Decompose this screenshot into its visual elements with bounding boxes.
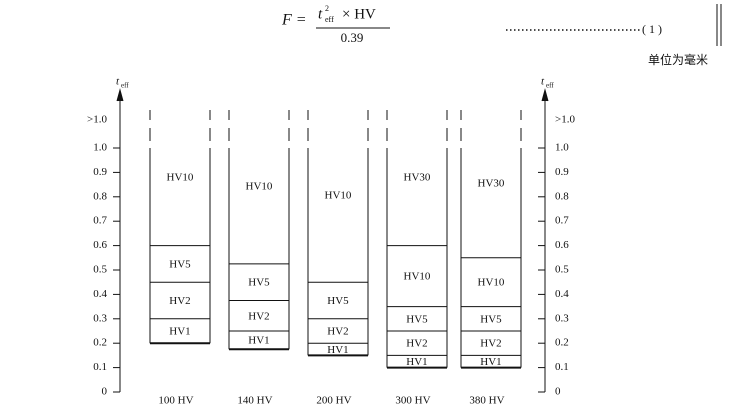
tick-label: 1.0 — [93, 142, 107, 154]
formula: F = t 2 eff × HV 0.39 ( 1 ) — [281, 4, 722, 46]
segment-label: HV1 — [169, 326, 190, 338]
column: HV1 HV2 HV5 HV10 200 HV — [307, 110, 369, 407]
column-label: 380 HV — [469, 395, 504, 407]
column-label: 140 HV — [237, 395, 272, 407]
equation-number: ( 1 ) — [642, 22, 662, 36]
tick-label: 0.4 — [93, 288, 107, 300]
column-label: 200 HV — [316, 395, 351, 407]
tick-label: 0.1 — [93, 361, 107, 373]
tick-label: 0.2 — [93, 337, 107, 349]
tick-label: 0.6 — [93, 239, 107, 251]
axis-label-sub: eff — [121, 82, 129, 90]
segment-label: HV2 — [327, 326, 348, 338]
axis-arrow — [541, 88, 549, 102]
tick-label: 0.8 — [555, 190, 569, 202]
segment-label: HV5 — [327, 295, 349, 307]
segment-label: HV10 — [167, 171, 194, 183]
tick-label: 0.9 — [555, 166, 569, 178]
column-label: 100 HV — [158, 395, 193, 407]
segment-label: HV30 — [478, 177, 505, 189]
tick-label: 0.1 — [555, 361, 569, 373]
tick-label: 0.6 — [555, 239, 569, 251]
axis-label: t — [116, 76, 120, 88]
axis-label: t — [541, 76, 545, 88]
segment-label: HV2 — [406, 338, 427, 350]
segment-label: HV10 — [478, 277, 505, 289]
tick-label: 0.5 — [93, 264, 107, 276]
tick-label: 0.3 — [555, 312, 569, 324]
tick-label: 0.2 — [555, 337, 569, 349]
segment-label: HV5 — [169, 258, 191, 270]
tick-label: 0.5 — [555, 264, 569, 276]
formula-superscript: 2 — [325, 4, 329, 13]
formula-variable: t — [318, 6, 323, 22]
tick-label: 0.7 — [555, 215, 569, 227]
segment-label: HV10 — [325, 190, 352, 202]
column: HV1 HV2 HV5 HV10 140 HV — [228, 110, 290, 407]
tick-label: 0 — [555, 386, 561, 398]
segment-label: HV1 — [480, 356, 501, 368]
segment-label: HV30 — [404, 171, 431, 183]
over-label: >1.0 — [555, 114, 575, 126]
segment-label: HV10 — [246, 180, 273, 192]
column: HV1 HV2 HV5 HV10 HV30 380 HV — [460, 110, 522, 407]
over-label: >1.0 — [87, 114, 107, 126]
formula-denominator: 0.39 — [341, 30, 364, 45]
column: HV1 HV2 HV5 HV10 HV30 300 HV — [386, 110, 448, 407]
tick-label: 0 — [102, 386, 108, 398]
segment-label: HV2 — [248, 310, 269, 322]
segment-label: HV1 — [327, 344, 348, 356]
segment-label: HV2 — [480, 338, 501, 350]
tick-label: 0.4 — [555, 288, 569, 300]
tick-label: 0.7 — [93, 215, 107, 227]
segment-label: HV2 — [169, 295, 190, 307]
column-label: 300 HV — [395, 395, 430, 407]
formula-rest: × HV — [342, 6, 376, 22]
segment-label: HV5 — [406, 313, 428, 325]
segment-label: HV10 — [404, 271, 431, 283]
formula-subscript: eff — [325, 15, 334, 24]
tick-label: 0.8 — [93, 190, 107, 202]
segment-label: HV1 — [248, 335, 269, 347]
tick-label: 0.9 — [93, 166, 107, 178]
segment-label: HV5 — [480, 313, 502, 325]
axis-arrow — [116, 88, 124, 102]
axis-label-sub: eff — [546, 82, 554, 90]
tick-label: 1.0 — [555, 142, 569, 154]
segment-label: HV1 — [406, 356, 427, 368]
segment-label: HV5 — [248, 277, 270, 289]
tick-label: 0.3 — [93, 312, 107, 324]
unit-note: 单位为毫米 — [648, 52, 708, 67]
column: HV1 HV2 HV5 HV10 100 HV — [149, 110, 211, 407]
formula-lhs: F = — [281, 12, 307, 29]
